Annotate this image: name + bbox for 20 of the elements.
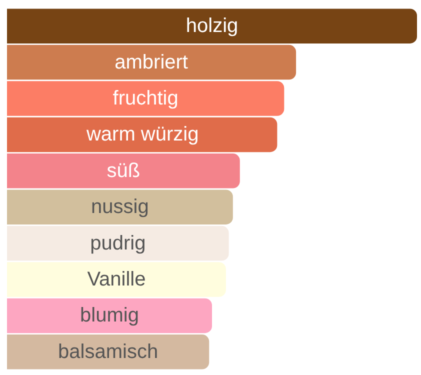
bar xyxy=(7,334,210,370)
y-tick-label: ambriert xyxy=(114,51,188,74)
bar xyxy=(7,8,417,44)
y-tick-label: Vanille xyxy=(87,268,146,290)
bar xyxy=(7,81,284,116)
bar xyxy=(7,44,296,80)
y-tick-label: süß xyxy=(106,160,140,182)
y-tick-label: warm würzig xyxy=(85,124,199,146)
bar xyxy=(7,154,240,188)
bar xyxy=(7,190,233,224)
y-tick-label: blumig xyxy=(80,304,139,327)
bar xyxy=(7,262,226,297)
bar xyxy=(7,117,278,152)
y-tick-label: nussig xyxy=(91,196,149,218)
y-tick-label: fruchtig xyxy=(112,88,178,110)
y-tick-label: holzig xyxy=(186,15,238,38)
bar xyxy=(7,226,229,261)
bar xyxy=(7,298,212,334)
y-tick-label: pudrig xyxy=(90,232,146,254)
y-tick-label: balsamisch xyxy=(58,340,158,363)
